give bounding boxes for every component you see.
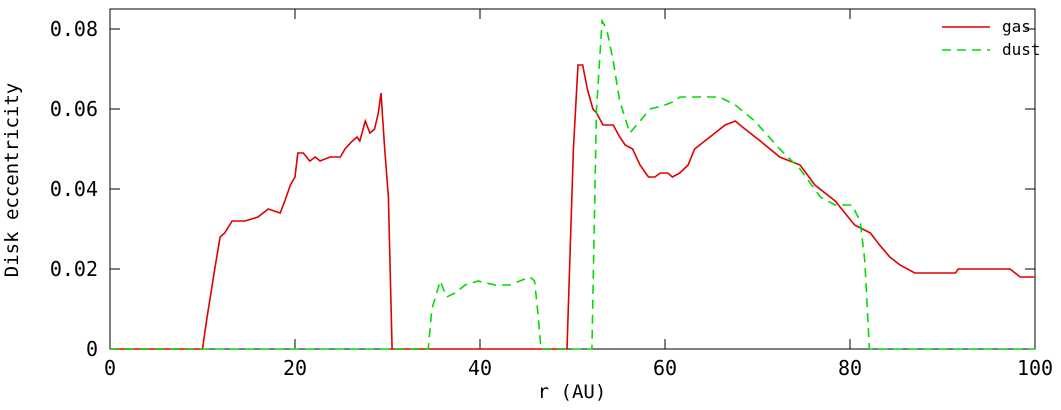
y-tick-label: 0.02 xyxy=(50,257,98,281)
x-tick-label: 60 xyxy=(653,356,677,380)
y-tick-label: 0 xyxy=(86,337,98,361)
x-axis-label: r (AU) xyxy=(538,381,607,403)
x-tick-label: 40 xyxy=(468,356,492,380)
y-tick-label: 0.04 xyxy=(50,177,98,201)
y-axis-label: Disk eccentricity xyxy=(1,83,23,277)
y-tick-label: 0.06 xyxy=(50,97,98,121)
y-tick-label: 0.08 xyxy=(50,17,98,41)
legend-label: gas xyxy=(1002,17,1031,36)
x-tick-label: 80 xyxy=(838,356,862,380)
x-tick-label: 0 xyxy=(104,356,116,380)
x-tick-label: 20 xyxy=(283,356,307,380)
legend-label: dust xyxy=(1002,40,1041,59)
line-gas xyxy=(110,64,1035,350)
x-tick-label: 100 xyxy=(1017,356,1053,380)
